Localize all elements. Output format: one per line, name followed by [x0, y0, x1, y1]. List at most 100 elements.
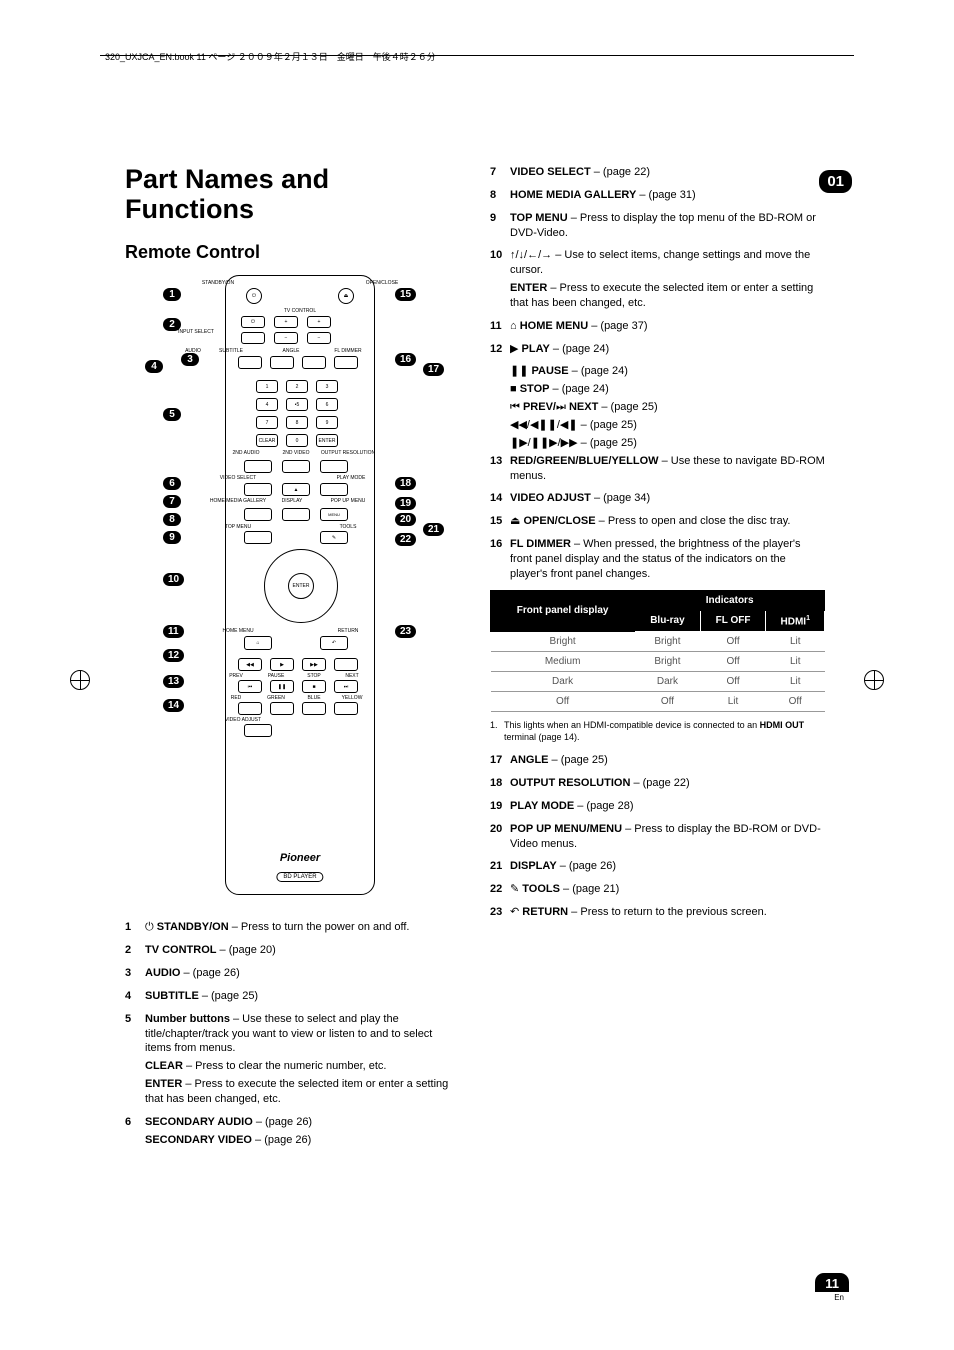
btn-fldimmer	[334, 356, 358, 369]
page-content: Part Names and Functions Remote Control …	[125, 165, 829, 1156]
item-text: HOME MEDIA GALLERY – (page 31)	[510, 188, 825, 203]
list-item-6: 6SECONDARY AUDIO – (page 26)SECONDARY VI…	[125, 1115, 460, 1148]
th-hdmi: HDMI1	[766, 610, 825, 631]
callout-4: 4	[145, 360, 163, 373]
callout-18: 18	[395, 477, 416, 490]
list-item-10: 10↑/↓/←/→ – Use to select items, change …	[490, 248, 825, 310]
btn-sec-video	[282, 460, 310, 473]
table-cell: Off	[766, 691, 825, 711]
registration-mark-left	[70, 670, 90, 690]
table-cell: Off	[700, 651, 766, 671]
btn-yellow	[334, 702, 358, 715]
th-bluray: Blu-ray	[635, 610, 700, 631]
btn-5: •5	[286, 398, 308, 411]
item-12-sub: ⏮ PREV/⏭ NEXT – (page 25)	[490, 400, 825, 415]
callout-15: 15	[395, 288, 416, 301]
fl-dimmer-table: Front panel display Indicators Blu-ray F…	[490, 590, 825, 712]
btn-display	[282, 508, 310, 521]
btn-tv-ch-up: +	[274, 316, 298, 328]
list-item-3: 3AUDIO – (page 26)	[125, 966, 460, 981]
label-red: RED	[216, 695, 256, 701]
callout-1: 1	[163, 288, 181, 301]
table-cell: Bright	[635, 631, 700, 651]
callout-22: 22	[395, 533, 416, 546]
th-floff: FL OFF	[700, 610, 766, 631]
label-sec-video: 2ND VIDEO	[266, 450, 326, 456]
btn-play: ▶	[270, 658, 294, 671]
th-indicators: Indicators	[635, 590, 825, 610]
btn-tv-input: ⏻	[241, 316, 265, 328]
callout-10: 10	[163, 573, 184, 586]
label-home-menu: HOME MENU	[208, 628, 268, 634]
label-return: RETURN	[318, 628, 378, 634]
label-video-select: VIDEO SELECT	[208, 475, 268, 481]
registration-mark-right	[864, 670, 884, 690]
table-cell: Off	[491, 691, 635, 711]
list-item-13: 13RED/GREEN/BLUE/YELLOW – Use these to n…	[490, 454, 825, 484]
remote-bd-label: BD PLAYER	[276, 872, 323, 882]
label-next: NEXT	[332, 673, 372, 679]
item-sub: SECONDARY VIDEO – (page 26)	[145, 1133, 460, 1148]
btn-up-tri: ▲	[282, 483, 310, 496]
callout-5: 5	[163, 408, 181, 421]
callout-13: 13	[163, 675, 184, 688]
item-text: ⏏ OPEN/CLOSE – Press to open and close t…	[510, 514, 825, 529]
callout-7: 7	[163, 495, 181, 508]
list-item-4: 4SUBTITLE – (page 25)	[125, 989, 460, 1004]
btn-next: ⏭	[334, 680, 358, 693]
btn-green	[270, 702, 294, 715]
callout-9: 9	[163, 531, 181, 544]
btn-home-menu: ⌂	[244, 636, 272, 650]
list-item-19: 19PLAY MODE – (page 28)	[490, 799, 825, 814]
item-text: TOP MENU – Press to display the top menu…	[510, 211, 825, 241]
btn-top-menu	[244, 531, 272, 544]
item-text: TV CONTROL – (page 20)	[145, 943, 460, 958]
callout-16: 16	[395, 353, 416, 366]
label-prev: PREV	[216, 673, 256, 679]
btn-enter-small: ENTER	[316, 434, 338, 447]
label-fldimmer: FL DIMMER	[318, 348, 378, 354]
item-num: 7	[490, 165, 510, 180]
label-open: OPEN/CLOSE	[352, 280, 412, 286]
list-item-11: 11⌂ HOME MENU – (page 37)	[490, 319, 825, 334]
callout-21: 21	[423, 523, 444, 536]
item-text: OUTPUT RESOLUTION – (page 22)	[510, 776, 825, 791]
list-item-7: 7VIDEO SELECT – (page 22)	[490, 165, 825, 180]
list-item-9: 9TOP MENU – Press to display the top men…	[490, 211, 825, 241]
label-blue: BLUE	[294, 695, 334, 701]
item-num: 20	[490, 822, 510, 852]
btn-prev: ⏮	[238, 680, 262, 693]
btn-tv-vol-dn: −	[307, 332, 331, 344]
item-text: ⏻ STANDBY/ON – Press to turn the power o…	[145, 920, 460, 935]
item-text: SECONDARY AUDIO – (page 26)SECONDARY VID…	[145, 1115, 460, 1148]
btn-step-fwd	[334, 658, 358, 671]
list-item-15: 15⏏ OPEN/CLOSE – Press to open and close…	[490, 514, 825, 529]
label-tvcontrol: TV CONTROL	[226, 308, 374, 314]
item-num: 11	[490, 319, 510, 334]
item-text: AUDIO – (page 26)	[145, 966, 460, 981]
btn-red	[238, 702, 262, 715]
item-12-sub: ❚▶/❚❚▶/▶▶ – (page 25)	[490, 436, 825, 451]
list-item-23: 23↶ RETURN – Press to return to the prev…	[490, 905, 825, 920]
item-sub: ENTER – Press to execute the selected it…	[510, 281, 825, 311]
right-list-a: 7VIDEO SELECT – (page 22)8HOME MEDIA GAL…	[490, 165, 825, 334]
table-cell: Dark	[491, 671, 635, 691]
table-row: BrightBrightOffLit	[491, 631, 825, 651]
btn-9: 9	[316, 416, 338, 429]
btn-tv-input2	[241, 332, 265, 344]
btn-open: ⏏	[338, 288, 354, 304]
btn-tv-ch-dn: −	[274, 332, 298, 344]
item-text: ↑/↓/←/→ – Use to select items, change se…	[510, 248, 825, 310]
list-item-12: 12▶ PLAY – (page 24)	[490, 342, 825, 357]
btn-angle	[302, 356, 326, 369]
table-cell: Off	[635, 691, 700, 711]
section-heading: Remote Control	[125, 242, 460, 263]
label-video-adjust: VIDEO ADJUST	[208, 717, 278, 723]
list-item-14: 14VIDEO ADJUST – (page 34)	[490, 491, 825, 506]
btn-6: 6	[316, 398, 338, 411]
label-angle: ANGLE	[264, 348, 318, 354]
page-lang: En	[834, 1293, 844, 1302]
btn-sec-audio	[244, 460, 272, 473]
item-text: ✎ TOOLS – (page 21)	[510, 882, 825, 897]
list-item-2: 2TV CONTROL – (page 20)	[125, 943, 460, 958]
